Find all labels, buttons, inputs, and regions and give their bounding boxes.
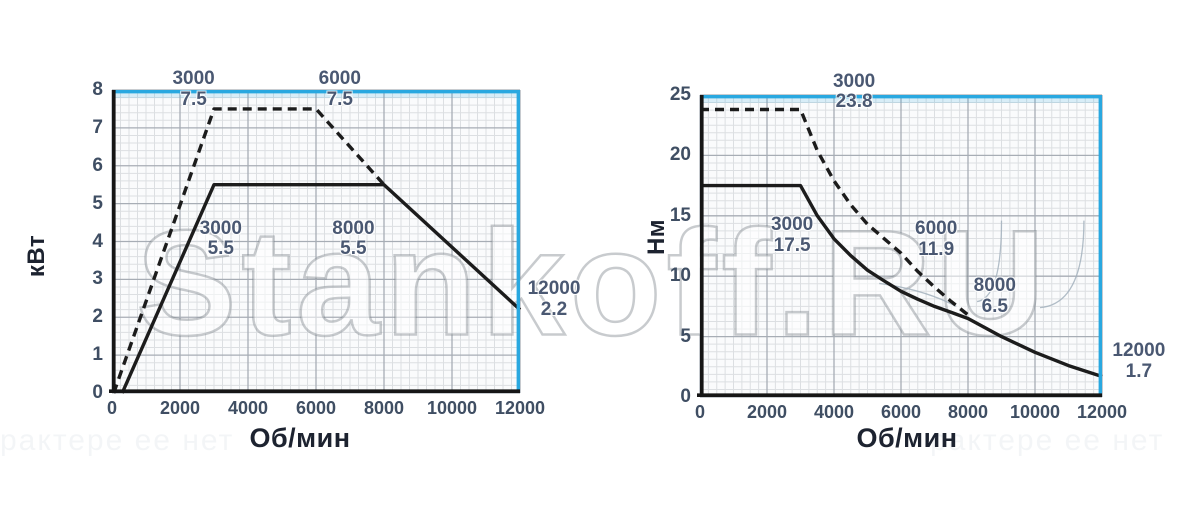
x-tick-label: 2000	[746, 402, 788, 422]
torque-chart-x-ticks: 0 2000 4000 6000 8000 10000 12000	[695, 397, 1127, 423]
curve-annotation: 6000 7.5	[318, 68, 361, 111]
y-tick-label: 6	[92, 154, 103, 176]
power-chart-curves-layer	[109, 90, 522, 394]
y-tick-label: 1	[92, 344, 103, 366]
curve-annotation: 12000 2.2	[527, 278, 581, 321]
annotation-rpm: 12000	[1112, 340, 1166, 362]
y-tick-label: 4	[92, 230, 103, 252]
annotation-rpm: 3000	[770, 214, 814, 236]
annotation-value: 7.5	[326, 89, 353, 110]
annotation-value: 6.5	[981, 295, 1008, 317]
y-tick-label: 10	[669, 265, 691, 287]
y-tick-label: 25	[669, 84, 691, 105]
annotation-rpm: 3000	[172, 68, 215, 90]
x-tick-label: 4000	[227, 398, 269, 418]
y-tick-label: 0	[92, 382, 103, 403]
x-tick-label: 10000	[1009, 402, 1061, 422]
x-tick-label: 0	[106, 398, 118, 418]
annotation-rpm: 3000	[199, 217, 242, 239]
annotation-value: 2.2	[540, 299, 568, 321]
series-overload-torque-S6	[700, 107, 970, 317]
x-tick-label: 0	[694, 402, 706, 422]
x-tick-label: 12000	[494, 398, 546, 418]
power-chart-x-axis-label: Об/мин	[249, 423, 351, 453]
x-tick-label: 8000	[363, 398, 405, 418]
annotation-value: 23.8	[835, 91, 873, 113]
curve-annotation: 6000 11.9	[915, 218, 958, 261]
curve-annotation: 8000 6.5	[973, 274, 1016, 318]
torque-chart-grid-layer	[699, 94, 1103, 398]
curve-annotation: 12000 1.7	[1112, 340, 1166, 383]
torque-chart-plot: 0 2000 4000 6000 8000 10000 12000 0 5 10 15 20 25 3…	[670, 71, 1165, 422]
y-tick-label: 15	[669, 204, 691, 226]
annotation-rpm: 8000	[973, 274, 1016, 296]
y-tick-label: 2	[92, 306, 103, 328]
x-tick-label: 10000	[426, 398, 478, 418]
annotation-rpm: 6000	[915, 218, 958, 240]
y-tick-label: 7	[92, 116, 103, 138]
y-tick-label: 0	[680, 386, 691, 407]
x-tick-label: 8000	[947, 402, 989, 422]
torque-chart-y-ticks: 0 5 10 15 20 25	[640, 84, 700, 407]
y-tick-label: 5	[680, 325, 691, 347]
x-tick-label: 2000	[159, 398, 201, 418]
series-continuous-power-S1	[120, 182, 522, 394]
x-tick-label: 6000	[295, 398, 337, 418]
curve-annotation: 3000 7.5	[172, 68, 215, 111]
annotation-rpm: 3000	[832, 70, 876, 92]
y-tick-label: 3	[92, 268, 103, 290]
curve-annotation: 3000 5.5	[199, 217, 242, 261]
annotation-value: 5.5	[340, 238, 367, 260]
y-tick-label: 5	[92, 192, 103, 214]
curve-annotation: 3000 23.8	[832, 70, 876, 114]
annotation-value: 11.9	[918, 238, 955, 260]
power-chart-y-ticks: 0 1 2 3 4 5 6 7 8	[52, 79, 112, 403]
annotation-rpm: 6000	[318, 68, 361, 90]
series-continuous-torque-S1	[700, 183, 1103, 379]
annotation-value: 1.7	[1125, 360, 1153, 382]
annotation-rpm: 8000	[332, 217, 375, 239]
torque-chart-x-axis-label: Об/мин	[856, 423, 958, 453]
series-overload-power-S6	[112, 107, 386, 394]
torque-chart-y-axis-label: Нм	[643, 218, 670, 256]
y-tick-label: 20	[669, 144, 691, 166]
faint-background-text: рактере ее нет	[0, 424, 235, 457]
callout-line	[976, 220, 1003, 303]
curve-annotation: 8000 5.5	[332, 217, 375, 261]
torque-chart-curves-layer	[697, 95, 1103, 398]
power-chart-x-ticks: 0 2000 4000 6000 8000 10000 12000	[107, 393, 545, 419]
annotation-rpm: 12000	[527, 278, 581, 300]
power-chart-y-axis-label: кВт	[23, 234, 50, 278]
annotation-value: 5.5	[207, 238, 234, 260]
callout-line	[1039, 220, 1085, 309]
faint-background-text: рактере ее нет	[930, 424, 1165, 457]
x-tick-label: 6000	[880, 402, 922, 422]
annotation-value: 7.5	[180, 89, 207, 110]
x-tick-label: 12000	[1076, 402, 1128, 422]
power-chart-plot: 0 2000 4000 6000 8000 10000 12000 0 1 2 3 4 5 6 7 8 30…	[92, 68, 580, 418]
curve-annotation: 3000 17.5	[771, 215, 813, 257]
x-tick-label: 4000	[813, 402, 855, 422]
annotation-value: 17.5	[773, 235, 811, 257]
power-chart-grid-layer	[111, 89, 521, 394]
y-tick-label: 8	[92, 79, 103, 100]
